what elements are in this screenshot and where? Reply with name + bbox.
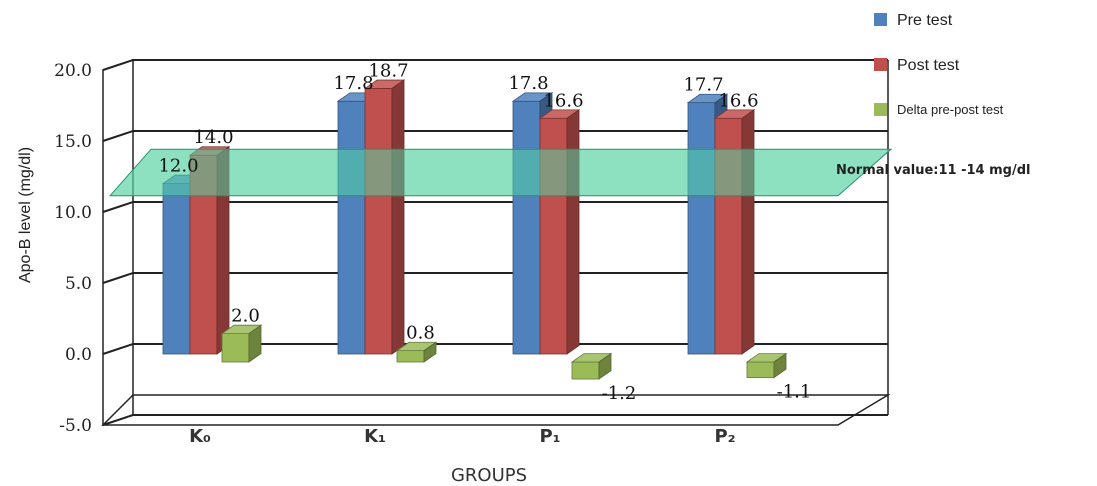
data-label: 0.8 <box>406 323 435 344</box>
y-tick-label: 10.0 <box>54 203 92 223</box>
bar <box>538 109 581 355</box>
y-tick-label: 20.0 <box>54 61 92 81</box>
bar <box>220 324 263 363</box>
normal-band-front <box>108 148 893 197</box>
bar <box>363 79 406 355</box>
y-tick-label: 0.0 <box>65 345 92 365</box>
y-tick-label: 5.0 <box>65 274 92 294</box>
legend-swatch-pre-test <box>874 13 887 26</box>
data-label: 17.8 <box>333 73 373 94</box>
x-tick-label: P₂ <box>714 426 735 447</box>
legend-label-delta: Delta pre-post test <box>897 102 1004 117</box>
data-label: 17.7 <box>683 75 723 96</box>
grid-layer <box>101 58 891 427</box>
y-tick-label: 15.0 <box>54 132 92 152</box>
legend-label-post-test: Post test <box>897 57 960 74</box>
normal-band-label: Normal value:11 -14 mg/dl <box>836 163 1031 178</box>
gridline <box>102 343 888 355</box>
x-axis-label: GROUPS <box>451 465 527 486</box>
data-label: 2.0 <box>231 306 260 327</box>
x-tick-label: P₁ <box>539 426 560 447</box>
y-tick-label: -5.0 <box>59 416 92 436</box>
labels-layer: -5.00.05.010.015.020.012.014.02.0K₀17.81… <box>54 60 811 447</box>
data-label: -1.1 <box>777 382 812 403</box>
normal-band-fill <box>108 148 893 197</box>
gridline <box>102 414 888 426</box>
x-tick-label: K₀ <box>189 426 211 447</box>
floor-plane <box>101 394 891 426</box>
gridline <box>102 201 888 213</box>
bar <box>713 109 756 355</box>
data-label: -1.2 <box>602 383 637 404</box>
legend-swatch-delta <box>874 103 887 116</box>
left-wall <box>102 58 134 427</box>
data-label: 14.0 <box>193 127 233 148</box>
data-label: 16.6 <box>718 90 758 111</box>
x-tick-label: K₁ <box>364 426 386 447</box>
gridline <box>102 130 888 142</box>
bars-layer <box>161 79 788 380</box>
legend: Pre test Post test Delta pre-post test <box>874 12 1004 117</box>
gridline <box>102 272 888 284</box>
legend-label-pre-test: Pre test <box>897 12 953 29</box>
data-label: 18.7 <box>368 60 408 81</box>
legend-swatch-post-test <box>874 58 887 71</box>
y-axis-label: Apo-B level (mg/dl) <box>17 147 34 283</box>
bar <box>570 352 613 380</box>
data-label: 12.0 <box>158 156 198 177</box>
bar <box>745 352 788 379</box>
gridline <box>102 59 888 71</box>
bar <box>395 341 438 363</box>
data-label: 17.8 <box>508 73 548 94</box>
data-label: 16.6 <box>543 90 583 111</box>
